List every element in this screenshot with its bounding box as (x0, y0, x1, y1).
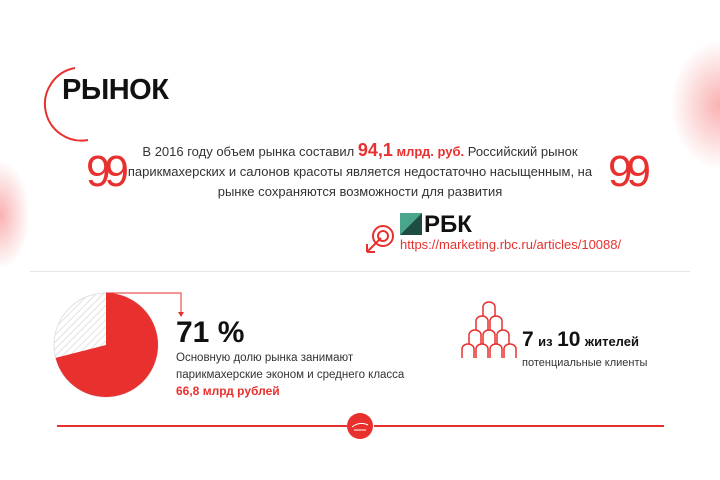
source-link[interactable]: https://marketing.rbc.ru/articles/10088/ (400, 237, 622, 252)
person-icon (482, 329, 496, 344)
share-amount: 66,8 млрд рублей (176, 384, 280, 398)
share-description: Основную долю рынка занимают парикмахерск… (176, 350, 404, 384)
clients-ratio: 7 из 10 жителей (522, 328, 639, 352)
decor-blob (0, 160, 30, 270)
people-crowd-icon (461, 301, 517, 358)
pie-slice-71 (55, 293, 158, 397)
person-icon (475, 315, 489, 330)
ratio-of: из (538, 334, 553, 349)
footer-logo-icon (347, 413, 373, 439)
open-quote-icon: 99 (86, 147, 129, 196)
share-desc-line: парикмахерские эконом и среднего класса (176, 369, 405, 381)
footer-line-left (57, 425, 347, 427)
close-quote-icon: 99 (608, 147, 651, 196)
share-percent: 71 % (176, 316, 245, 349)
market-share-pie (53, 292, 184, 398)
pie-pointer-arrow (178, 312, 184, 317)
person-icon (461, 343, 475, 358)
rbk-logo-icon (400, 213, 422, 235)
quote-text: В 2016 году объем рынка составил 94,1 мл… (120, 140, 600, 202)
person-icon (489, 343, 503, 358)
person-icon (468, 329, 482, 344)
share-desc-line: Основную долю рынка занимают (176, 352, 354, 364)
cursor-click-icon (366, 225, 394, 253)
divider (30, 271, 690, 272)
market-amount: 94,1 (357, 140, 393, 160)
person-icon (503, 343, 517, 358)
title-arc-icon (43, 67, 89, 142)
quote-pre: В 2016 году объем рынка составил (142, 144, 358, 159)
quote-post: Российский рынок парикмахерских и салоно… (127, 144, 593, 199)
market-unit: млрд. руб. (392, 144, 465, 159)
ratio-residents: жителей (584, 334, 639, 349)
person-icon (496, 329, 510, 344)
person-icon (489, 315, 503, 330)
person-icon (482, 301, 496, 316)
clients-caption: потенциальные клиенты (522, 357, 648, 369)
decor-blob (670, 40, 720, 170)
footer-line-right (374, 425, 664, 427)
pie-pointer-line (106, 292, 182, 315)
ratio-n1: 7 (522, 328, 534, 351)
ratio-n2: 10 (557, 328, 581, 351)
person-icon (475, 343, 489, 358)
page-title: РЫНОК (62, 74, 169, 106)
rbk-logo-text: РБК (424, 211, 472, 238)
